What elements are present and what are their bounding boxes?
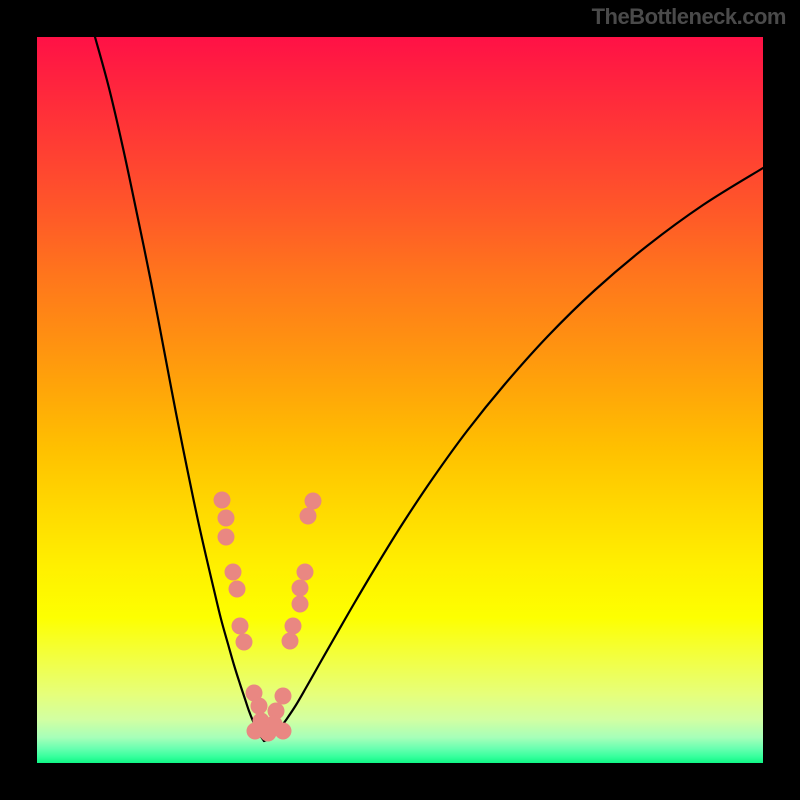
watermark-text: TheBottleneck.com	[592, 4, 786, 30]
chart-svg	[0, 0, 800, 800]
marker-right-outer-bead	[285, 618, 302, 635]
marker-bottom-bead	[260, 725, 277, 742]
marker-left-outer-bead	[236, 634, 253, 651]
marker-left-outer-bead	[225, 564, 242, 581]
marker-right-outer-bead	[297, 564, 314, 581]
marker-right-outer-bead	[292, 580, 309, 597]
marker-right-outer-bead	[300, 508, 317, 525]
marker-left-outer-bead	[218, 510, 235, 527]
marker-bottom-bead	[275, 723, 292, 740]
marker-left-outer-bead	[232, 618, 249, 635]
marker-left-outer-bead	[229, 581, 246, 598]
chart-root: TheBottleneck.com	[0, 0, 800, 800]
marker-right-outer-bead	[305, 493, 322, 510]
marker-right-outer-bead	[292, 596, 309, 613]
marker-right-inner-bead	[275, 688, 292, 705]
marker-right-outer-bead	[282, 633, 299, 650]
plot-area	[37, 37, 763, 763]
marker-left-outer-bead	[218, 529, 235, 546]
marker-left-outer-bead	[214, 492, 231, 509]
marker-left-inner-bead	[251, 698, 268, 715]
